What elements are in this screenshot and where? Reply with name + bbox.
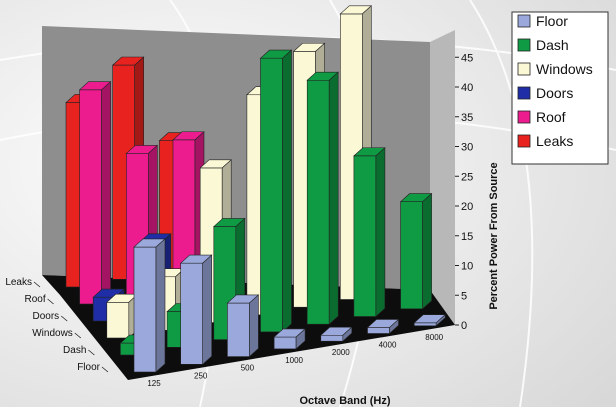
y-tick-label: 15 (461, 231, 473, 243)
depth-tick-mark (101, 366, 109, 373)
legend-swatch (517, 38, 531, 52)
bar-floor-4000 (366, 318, 400, 335)
bars-group (65, 5, 446, 373)
bar-dash-2000 (306, 71, 339, 325)
depth-axis: Floor Dash Windows Doors Roof Leaks (5, 277, 109, 373)
y-tick-label: 0 (461, 320, 467, 332)
legend-item-windows: Windows (517, 61, 593, 77)
x-tick-label: 4000 (379, 341, 397, 350)
y-tick-label: 45 (461, 52, 473, 64)
legend-item-dash: Dash (517, 37, 569, 53)
depth-tick-label: Dash (63, 345, 86, 356)
bar-floor-2000 (320, 326, 353, 342)
depth-tick-label: Windows (32, 328, 73, 339)
depth-tick-mark (33, 281, 41, 288)
legend-label: Windows (536, 61, 593, 77)
legend-swatch (517, 134, 531, 148)
x-tick-label: 125 (147, 379, 161, 388)
legend-label: Floor (536, 13, 568, 29)
legend-item-floor: Floor (517, 13, 568, 29)
legend-item-doors: Doors (517, 85, 573, 101)
x-tick-label: 8000 (425, 333, 443, 342)
bar-dash-1000 (259, 49, 293, 333)
bar-dash-8000 (399, 192, 433, 310)
bar-dash-4000 (353, 147, 386, 318)
side-wall (430, 30, 455, 325)
bar-floor-8000 (413, 314, 446, 327)
legend-label: Roof (536, 109, 566, 125)
legend-swatch (517, 14, 531, 28)
bar-floor-500 (226, 294, 260, 358)
legend-label: Doors (536, 85, 573, 101)
legend-swatch (517, 86, 531, 100)
legend: Floor Dash Windows Doors Roof Leaks (511, 11, 609, 165)
bar-floor-1000 (273, 328, 306, 350)
x-axis-title: Octave Band (Hz) (299, 395, 390, 407)
y-tick-label: 35 (461, 112, 473, 124)
x-tick-label: 1000 (285, 356, 303, 365)
legend-item-leaks: Leaks (517, 133, 573, 149)
depth-tick-mark (60, 315, 68, 322)
depth-tick-label: Leaks (5, 277, 32, 288)
x-axis: 125 250 500 1000 2000 4000 8000 (147, 333, 443, 388)
depth-tick-mark (47, 298, 54, 305)
y-tick-label: 25 (461, 171, 473, 183)
y-tick-label: 5 (461, 290, 467, 302)
x-tick-label: 500 (241, 364, 255, 373)
bar-floor-125 (133, 238, 166, 373)
legend-label: Leaks (536, 133, 573, 149)
legend-label: Dash (536, 37, 569, 53)
bar-windows-125 (106, 293, 139, 339)
y-axis-title: Percent Power From Source (488, 162, 500, 309)
x-tick-label: 250 (194, 371, 208, 380)
bar-floor-250 (179, 254, 213, 365)
legend-swatch (517, 62, 531, 76)
y-tick-label: 40 (461, 82, 473, 94)
depth-tick-mark (74, 332, 82, 339)
legend-swatch (517, 110, 531, 124)
depth-tick-label: Roof (24, 294, 45, 305)
depth-tick-mark (88, 349, 95, 356)
depth-tick-label: Doors (33, 311, 60, 322)
y-axis: 0 5 10 15 20 25 30 35 40 45 (455, 52, 473, 332)
bar-roof-125 (78, 81, 112, 305)
x-tick-label: 2000 (332, 348, 350, 357)
legend-item-roof: Roof (517, 109, 566, 125)
y-tick-label: 20 (461, 201, 473, 213)
y-tick-label: 30 (461, 142, 473, 154)
y-tick-label: 10 (461, 261, 473, 273)
depth-tick-label: Floor (77, 362, 100, 373)
